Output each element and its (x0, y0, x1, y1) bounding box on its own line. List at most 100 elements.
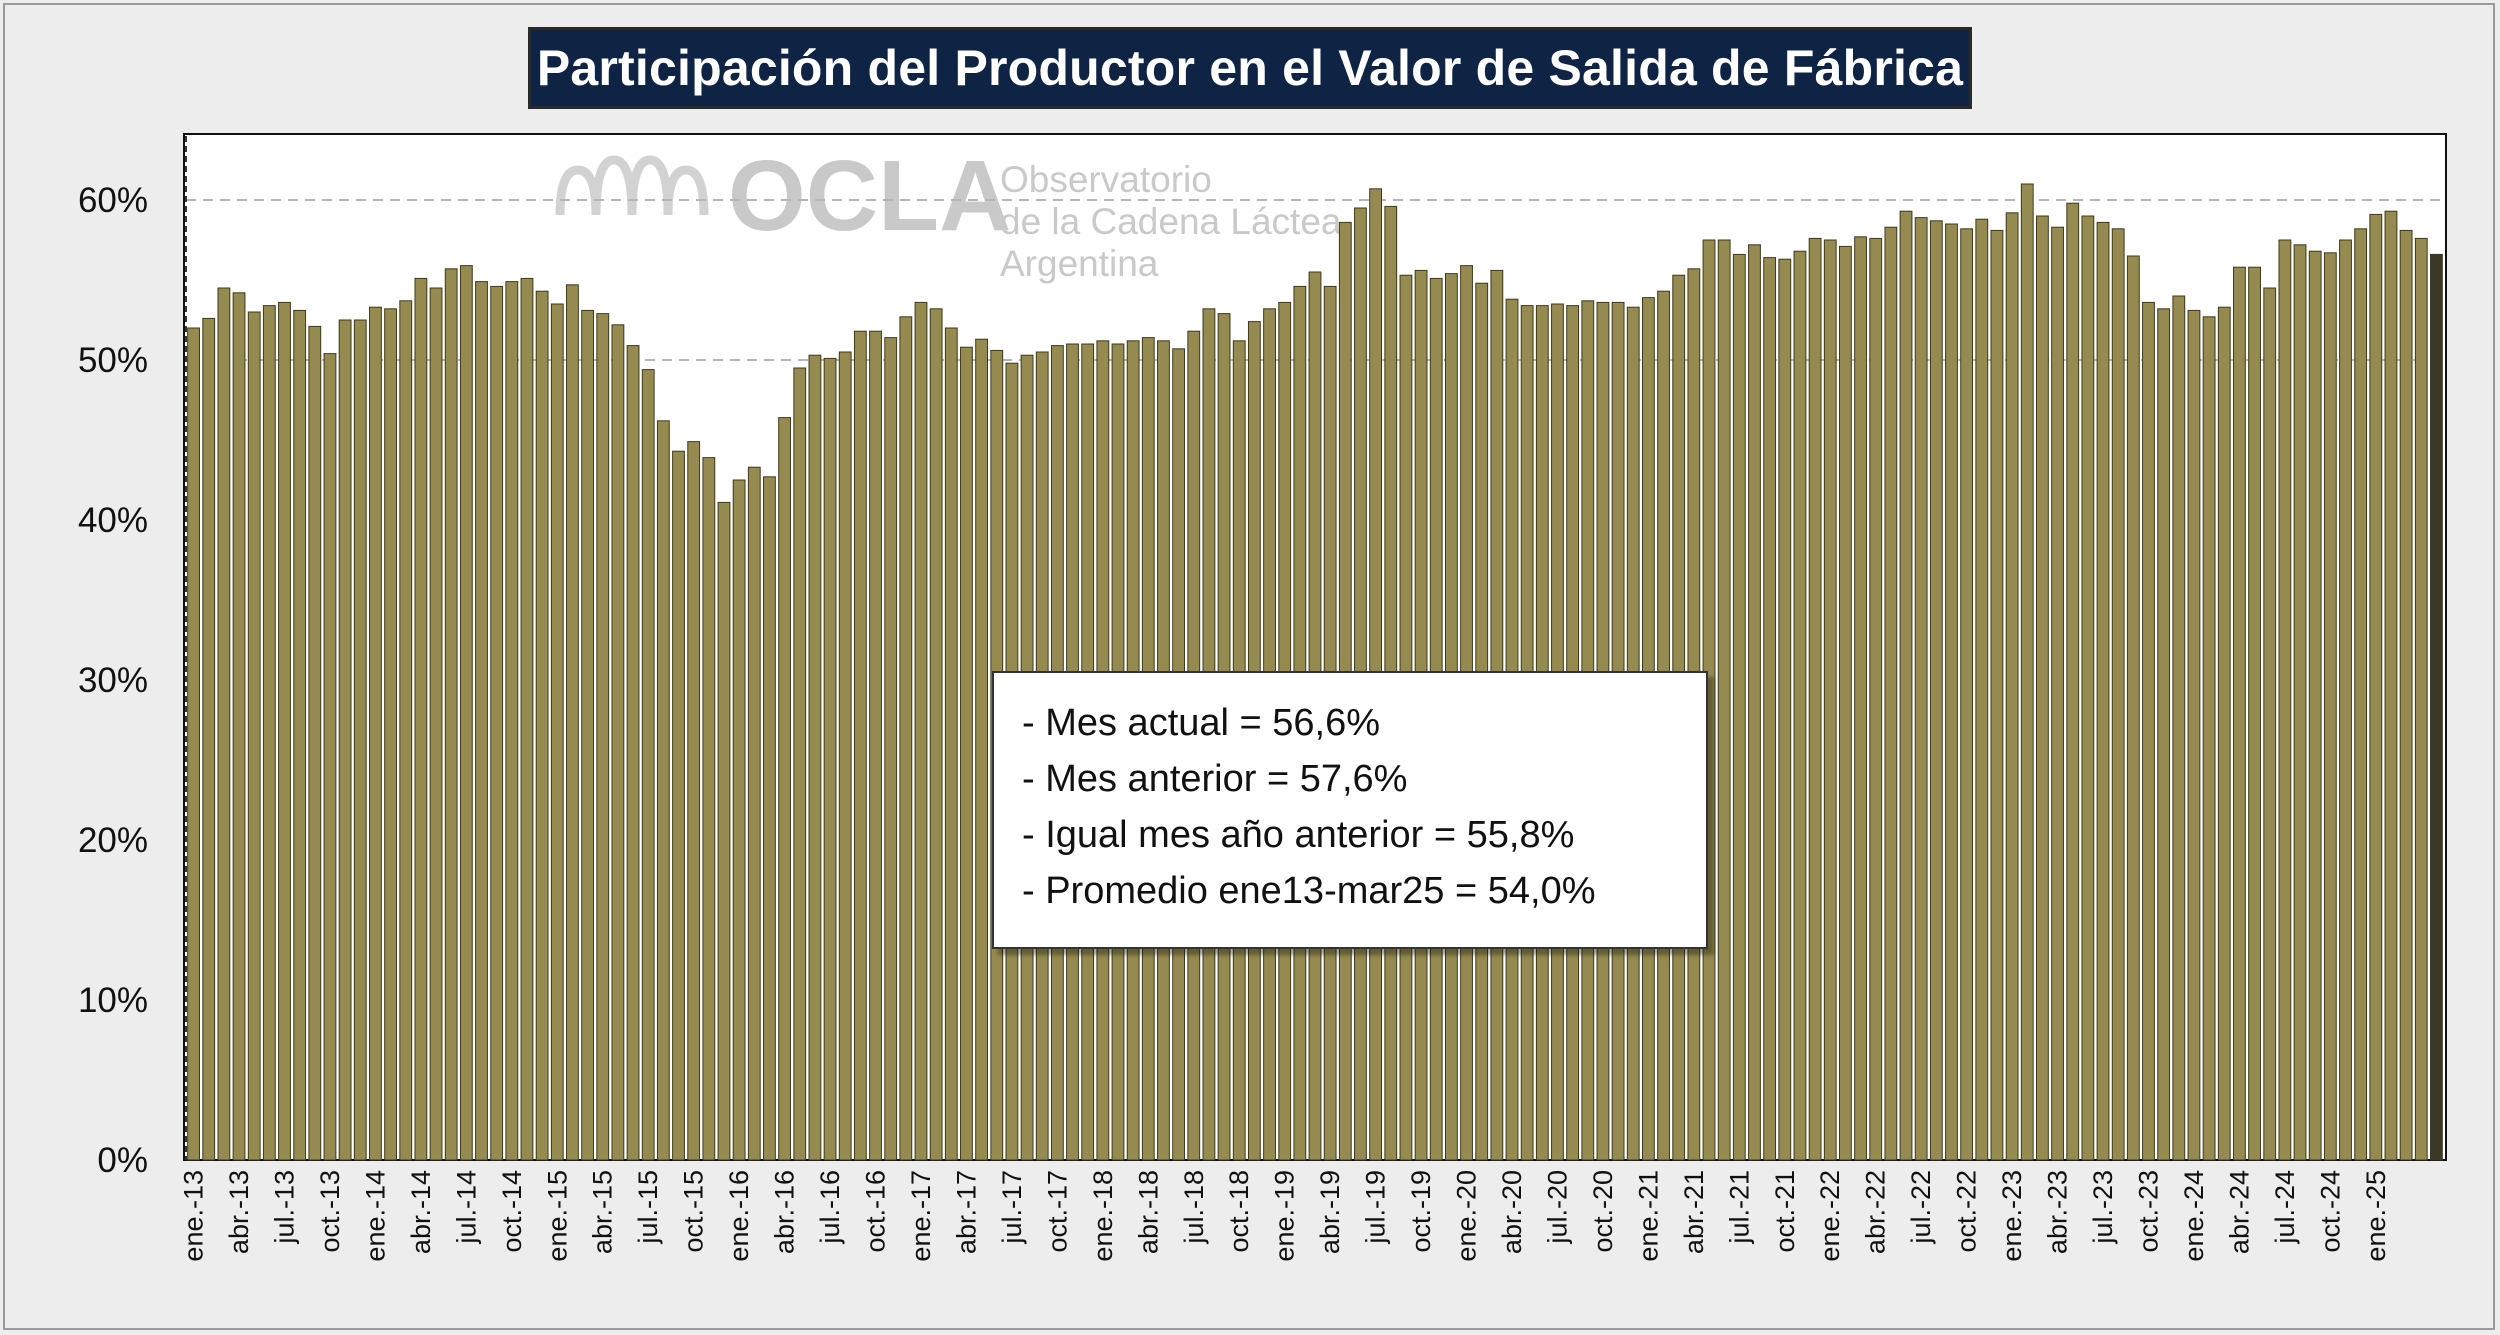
bar-110 (1854, 236, 1867, 1161)
bar-48 (914, 301, 928, 1161)
x-tick-label: ene.-16 (724, 1170, 754, 1262)
bar-144 (2369, 213, 2383, 1161)
x-tick-label: oct.-20 (1588, 1170, 1618, 1253)
bar-104 (1763, 257, 1777, 1161)
ocla-line-3: Argentina (1000, 243, 1159, 284)
y-tick-label: 20% (78, 821, 148, 860)
bar-105 (1778, 258, 1792, 1161)
x-tick-label: jul.-16 (815, 1170, 845, 1245)
bar-121 (2020, 183, 2034, 1161)
x-tick-label: abr.-19 (1315, 1170, 1345, 1254)
bar-42 (823, 357, 837, 1161)
x-tick-label: ene.-14 (360, 1170, 390, 1262)
bar-107 (1808, 237, 1822, 1161)
bar-147 (2414, 237, 2428, 1161)
bar-129 (2142, 301, 2155, 1161)
bar-3 (232, 292, 246, 1161)
x-tick-label: jul.-22 (1906, 1170, 1936, 1245)
bar-29 (626, 345, 640, 1161)
bar-123 (2051, 226, 2064, 1161)
x-tick-label: ene.-18 (1088, 1170, 1118, 1262)
bar-7 (293, 309, 307, 1161)
bar-22 (520, 277, 534, 1161)
bar-113 (1899, 210, 1913, 1161)
bar-19 (475, 281, 488, 1161)
bar-43 (838, 351, 852, 1161)
bar-115 (1929, 220, 1943, 1161)
bar-45 (869, 330, 882, 1161)
x-tick-label: abr.-13 (224, 1170, 254, 1254)
summary-same-month-last-year: - Igual mes año anterior = 55,8% (1022, 814, 1575, 856)
x-tick-label: oct.-13 (315, 1170, 345, 1253)
bar-134 (2217, 306, 2231, 1161)
bar-16 (429, 287, 443, 1161)
bar-138 (2278, 239, 2292, 1161)
summary-previous-month: - Mes anterior = 57,6% (1022, 758, 1408, 800)
bar-109 (1838, 245, 1852, 1161)
y-tick-label: 30% (78, 661, 148, 700)
bar-0 (187, 327, 200, 1161)
bar-148 (2430, 253, 2443, 1161)
bar-40 (793, 367, 807, 1161)
bar-116 (1945, 223, 1958, 1161)
bar-145 (2384, 210, 2398, 1161)
bar-33 (687, 441, 701, 1161)
x-tick-label: abr.-18 (1133, 1170, 1163, 1254)
bar-11 (353, 319, 367, 1161)
bar-41 (808, 354, 822, 1161)
x-tick-label: oct.-23 (2134, 1170, 2164, 1253)
bar-52 (975, 338, 989, 1161)
ocla-watermark: OCLA Observatorio de la Cadena Láctea Ar… (555, 140, 1342, 284)
ocla-line-2: de la Cadena Láctea (1000, 201, 1342, 242)
x-tick-label: oct.-15 (679, 1170, 709, 1253)
x-tick-label: ene.-13 (179, 1170, 209, 1262)
x-tick-label: jul.-15 (633, 1170, 663, 1245)
bar-143 (2354, 228, 2368, 1161)
x-tick-label: ene.-22 (1815, 1170, 1845, 1262)
bar-132 (2187, 309, 2201, 1161)
x-tick-label: abr.-21 (1679, 1170, 1709, 1254)
x-tick-label: jul.-13 (270, 1170, 300, 1245)
x-tick-label: oct.-21 (1770, 1170, 1800, 1253)
x-tick-label: oct.-19 (1406, 1170, 1436, 1253)
bar-13 (384, 308, 397, 1161)
bar-136 (2248, 266, 2261, 1161)
bar-135 (2233, 266, 2246, 1161)
x-tick-label: oct.-16 (861, 1170, 891, 1253)
y-tick-label: 0% (97, 1141, 148, 1180)
x-tick-label: oct.-22 (1952, 1170, 1982, 1253)
x-tick-label: abr.-14 (406, 1170, 436, 1254)
bar-31 (656, 420, 670, 1161)
bar-9 (323, 353, 337, 1161)
bar-36 (732, 479, 746, 1161)
bar-108 (1823, 239, 1837, 1161)
x-tick-label: ene.-17 (906, 1170, 936, 1262)
bar-118 (1975, 218, 1989, 1161)
bar-46 (884, 337, 898, 1161)
bar-133 (2202, 316, 2216, 1161)
bar-50 (944, 327, 958, 1161)
bar-131 (2172, 295, 2186, 1161)
x-tick-label: jul.-18 (1179, 1170, 1209, 1245)
x-tick-label: abr.-17 (951, 1170, 981, 1254)
bar-102 (1732, 253, 1746, 1161)
bar-124 (2066, 202, 2080, 1161)
x-tick-label: ene.-21 (1633, 1170, 1663, 1262)
y-tick-label: 60% (78, 181, 148, 220)
bar-137 (2263, 287, 2277, 1161)
bar-27 (596, 313, 610, 1161)
y-tick-label: 10% (78, 981, 148, 1020)
bar-35 (717, 501, 731, 1161)
bar-14 (399, 300, 413, 1161)
x-tick-label: oct.-14 (497, 1170, 527, 1253)
summary-current-month: - Mes actual = 56,6% (1022, 702, 1381, 744)
bar-8 (308, 325, 322, 1161)
bar-20 (490, 285, 504, 1161)
bar-51 (960, 346, 973, 1161)
x-tick-label: jul.-19 (1361, 1170, 1391, 1245)
bar-141 (2323, 252, 2337, 1161)
x-tick-label: ene.-24 (2179, 1170, 2209, 1262)
bar-49 (929, 308, 943, 1161)
bar-1 (202, 317, 216, 1161)
